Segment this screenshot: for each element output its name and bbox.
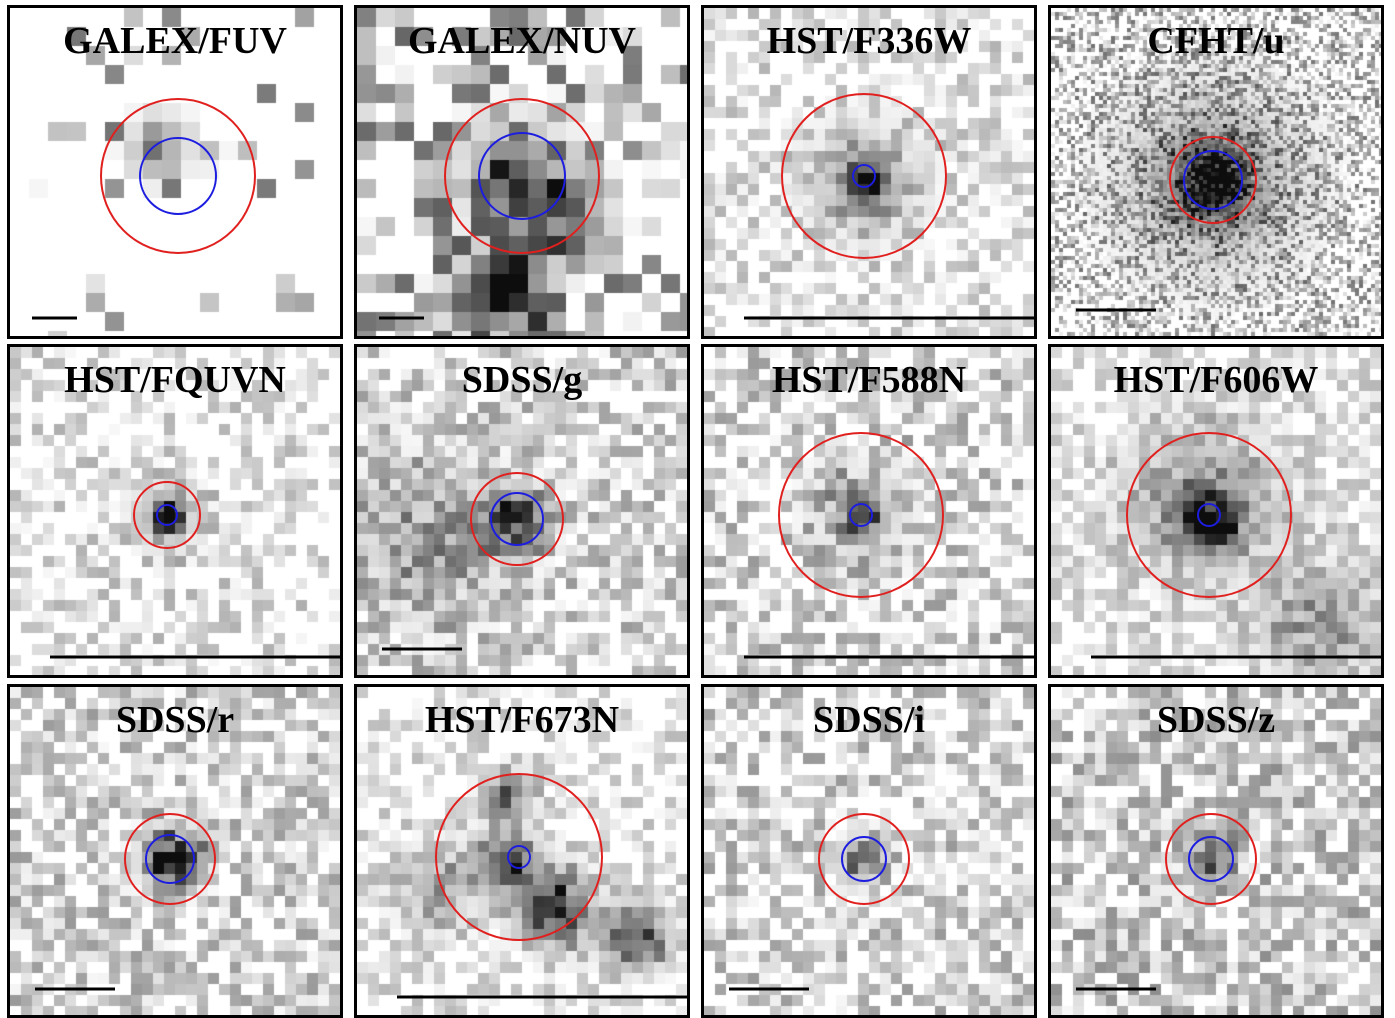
outer-aperture-ring (100, 98, 256, 254)
inner-aperture-ring (1183, 150, 1243, 210)
inner-aperture-ring (841, 836, 887, 882)
outer-aperture-ring (435, 773, 603, 941)
inner-aperture-ring (145, 834, 195, 884)
panel-title: GALEX/NUV (407, 20, 637, 62)
outer-aperture-ring (781, 93, 947, 259)
panel-image (1051, 347, 1381, 675)
inner-aperture-ring (507, 845, 531, 869)
panel-image (1051, 687, 1381, 1015)
panel-hst-f606w: HST/F606W (1048, 344, 1384, 678)
outer-aperture-ring (818, 813, 910, 905)
panel-hst-f588n: HST/F588N (701, 344, 1037, 678)
outer-aperture-ring (133, 481, 201, 549)
aperture-overlay (1091, 432, 1381, 659)
panel-image (704, 347, 1034, 675)
panel-image (10, 8, 340, 336)
panel-galex-fuv: GALEX/FUV (7, 5, 343, 339)
panel-title: SDSS/z (1156, 699, 1276, 741)
inner-aperture-ring (852, 164, 876, 188)
panel-image (357, 347, 687, 675)
panel-image (704, 8, 1034, 336)
aperture-overlay (50, 481, 340, 659)
panel-sdss-i: SDSS/i (701, 684, 1037, 1018)
inner-aperture-ring (1197, 503, 1221, 527)
aperture-overlay (729, 813, 910, 991)
outer-aperture-ring (1126, 432, 1292, 598)
panel-image (357, 8, 687, 336)
outer-aperture-ring (124, 813, 216, 905)
panel-title: HST/F673N (424, 699, 620, 741)
aperture-overlay (379, 98, 600, 320)
panel-title: SDSS/r (115, 699, 235, 741)
panel-title: CFHT/u (1147, 20, 1285, 62)
panel-hst-f336w: HST/F336W (701, 5, 1037, 339)
panel-sdss-r: SDSS/r (7, 684, 343, 1018)
panel-image (1051, 8, 1381, 336)
panel-title: SDSS/g (461, 359, 583, 401)
panel-title: HST/FQUVN (64, 359, 286, 401)
panel-cfht-u: CFHT/u (1048, 5, 1384, 339)
aperture-overlay (1076, 813, 1257, 991)
outer-aperture-ring (1169, 136, 1257, 224)
panel-sdss-g: SDSS/g (354, 344, 690, 678)
aperture-overlay (744, 432, 1034, 659)
panel-title: HST/F606W (1113, 359, 1319, 401)
aperture-overlay (1076, 136, 1257, 312)
panel-title: GALEX/FUV (63, 20, 287, 62)
aperture-overlay (382, 472, 564, 651)
inner-aperture-ring (1188, 836, 1234, 882)
panel-title: HST/F336W (766, 20, 972, 62)
panel-title: HST/F588N (771, 359, 967, 401)
panel-sdss-z: SDSS/z (1048, 684, 1384, 1018)
panel-image (704, 687, 1034, 1015)
inner-aperture-ring (849, 503, 873, 527)
panel-galex-nuv: GALEX/NUV (354, 5, 690, 339)
panel-image (357, 687, 687, 1015)
outer-aperture-ring (1165, 813, 1257, 905)
inner-aperture-ring (139, 137, 217, 215)
panel-title: SDSS/i (813, 699, 925, 741)
aperture-overlay (32, 98, 256, 320)
aperture-overlay (744, 93, 1034, 320)
panel-hst-fquvn: HST/FQUVN (7, 344, 343, 678)
aperture-overlay (35, 813, 216, 991)
panel-image (10, 347, 340, 675)
panel-image (10, 687, 340, 1015)
aperture-overlay (397, 773, 687, 999)
outer-aperture-ring (444, 98, 600, 254)
inner-aperture-ring (156, 504, 178, 526)
outer-aperture-ring (470, 472, 564, 566)
panel-hst-f673n: HST/F673N (354, 684, 690, 1018)
inner-aperture-ring (478, 132, 566, 220)
outer-aperture-ring (778, 432, 944, 598)
inner-aperture-ring (490, 492, 544, 546)
